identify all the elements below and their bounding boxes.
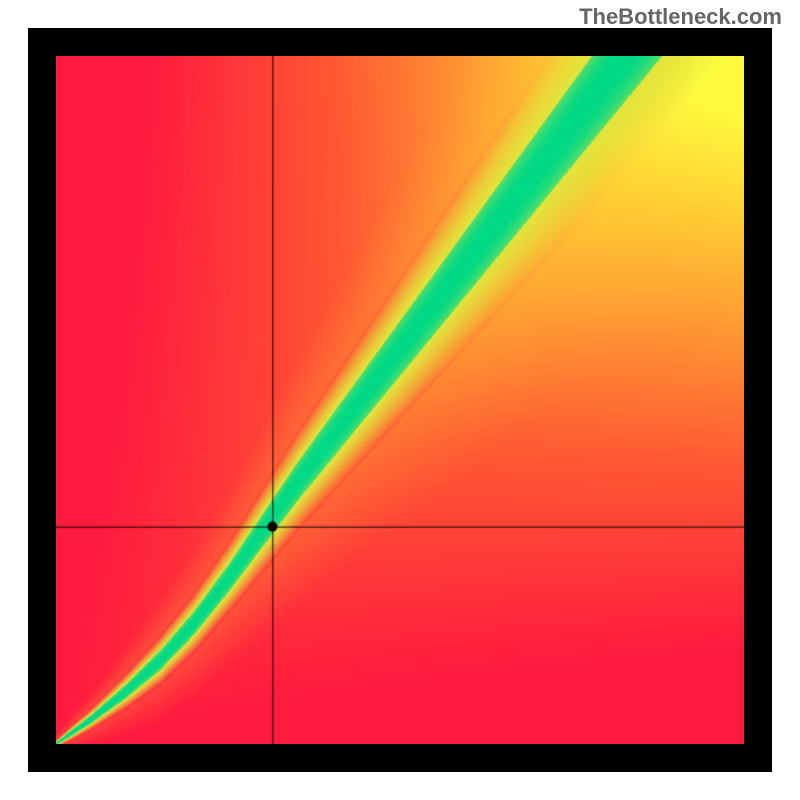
chart-container: TheBottleneck.com	[0, 0, 800, 800]
plot-area	[56, 56, 744, 744]
attribution-label: TheBottleneck.com	[579, 4, 782, 30]
plot-frame	[28, 28, 772, 772]
crosshair-overlay	[56, 56, 744, 744]
